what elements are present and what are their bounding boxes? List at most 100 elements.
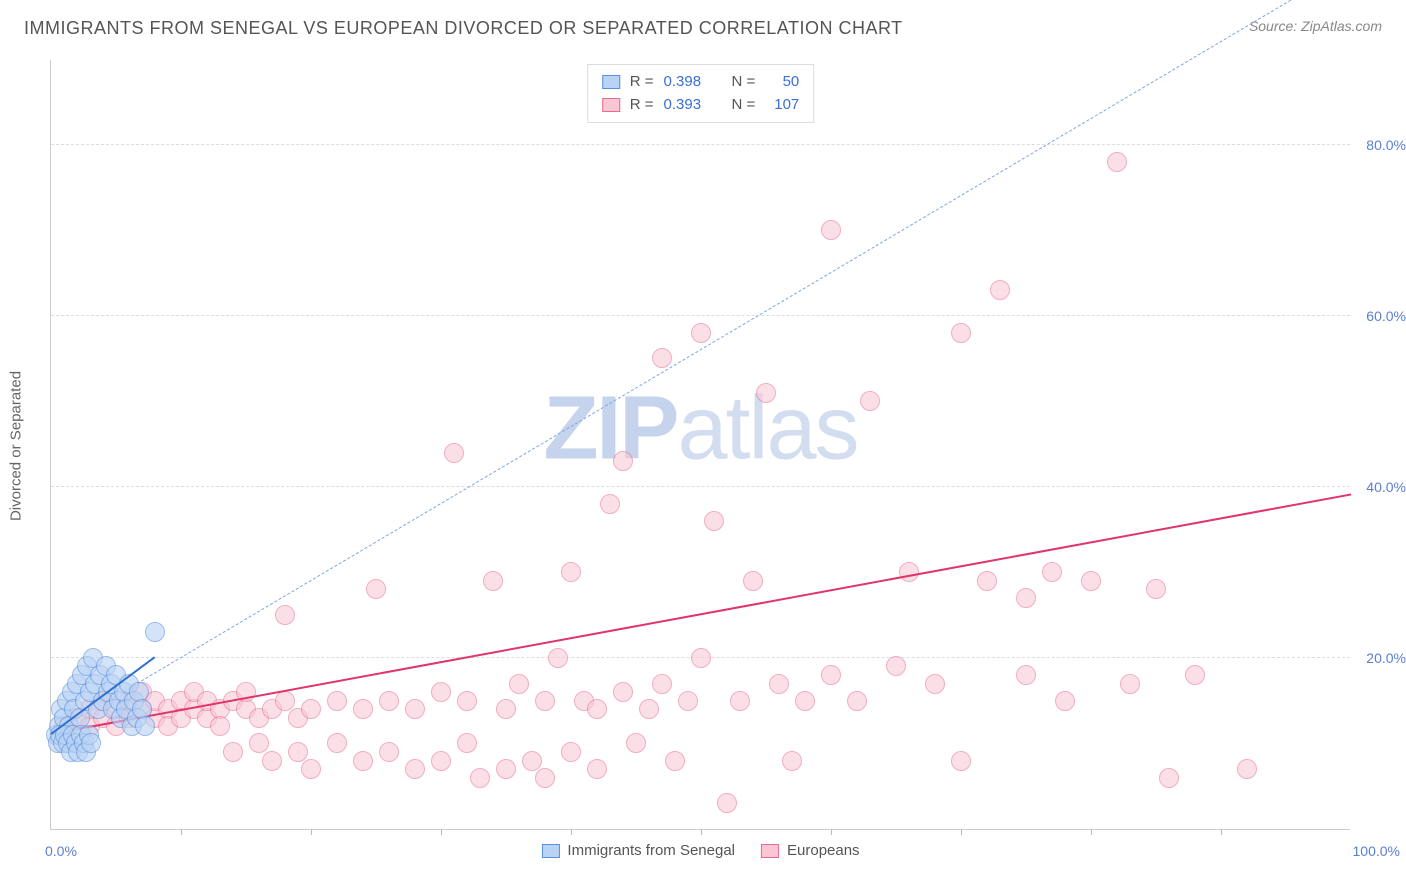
data-point xyxy=(1016,588,1036,608)
legend-item-europeans: Europeans xyxy=(761,842,860,859)
y-tick-label: 60.0% xyxy=(1356,308,1406,324)
data-point xyxy=(535,691,555,711)
data-point xyxy=(379,742,399,762)
data-point xyxy=(665,751,685,771)
data-point xyxy=(262,751,282,771)
data-point xyxy=(587,699,607,719)
y-tick-label: 40.0% xyxy=(1356,479,1406,495)
data-point xyxy=(678,691,698,711)
watermark-pre: ZIP xyxy=(543,379,677,479)
data-point xyxy=(457,733,477,753)
data-point xyxy=(769,674,789,694)
data-point xyxy=(444,443,464,463)
x-tick xyxy=(1221,829,1222,835)
data-point xyxy=(275,605,295,625)
data-point xyxy=(990,280,1010,300)
gridline xyxy=(51,486,1350,487)
swatch-icon xyxy=(602,75,620,89)
chart-title: IMMIGRANTS FROM SENEGAL VS EUROPEAN DIVO… xyxy=(24,18,903,39)
gridline xyxy=(51,144,1350,145)
data-point xyxy=(483,571,503,591)
data-point xyxy=(613,682,633,702)
data-point xyxy=(522,751,542,771)
data-point xyxy=(652,674,672,694)
data-point xyxy=(977,571,997,591)
data-point xyxy=(145,622,165,642)
y-tick-label: 80.0% xyxy=(1356,137,1406,153)
x-tick xyxy=(441,829,442,835)
data-point xyxy=(600,494,620,514)
data-point xyxy=(81,733,101,753)
x-axis-min: 0.0% xyxy=(45,843,77,859)
data-point xyxy=(1016,665,1036,685)
data-point xyxy=(1107,152,1127,172)
data-point xyxy=(717,793,737,813)
x-tick xyxy=(571,829,572,835)
data-point xyxy=(691,323,711,343)
data-point xyxy=(1146,579,1166,599)
data-point xyxy=(860,391,880,411)
data-point xyxy=(561,742,581,762)
data-point xyxy=(431,751,451,771)
data-point xyxy=(691,648,711,668)
data-point xyxy=(353,699,373,719)
r-value: 0.393 xyxy=(664,94,712,117)
data-point xyxy=(1120,674,1140,694)
data-point xyxy=(730,691,750,711)
n-value: 50 xyxy=(765,71,799,94)
data-point xyxy=(301,699,321,719)
data-point xyxy=(1081,571,1101,591)
data-point xyxy=(405,759,425,779)
x-axis-max: 100.0% xyxy=(1353,843,1400,859)
data-point xyxy=(366,579,386,599)
data-point xyxy=(275,691,295,711)
trend-line xyxy=(51,493,1351,735)
data-point xyxy=(925,674,945,694)
data-point xyxy=(301,759,321,779)
data-point xyxy=(223,742,243,762)
legend-row-senegal: R = 0.398 N = 50 xyxy=(602,71,800,94)
data-point xyxy=(327,733,347,753)
legend-label: Immigrants from Senegal xyxy=(567,842,735,859)
data-point xyxy=(587,759,607,779)
data-point xyxy=(782,751,802,771)
data-point xyxy=(1042,562,1062,582)
scatter-chart: ZIPatlas R = 0.398 N = 50 R = 0.393 N = … xyxy=(50,60,1350,830)
x-tick xyxy=(181,829,182,835)
x-tick xyxy=(311,829,312,835)
data-point xyxy=(496,759,516,779)
data-point xyxy=(1237,759,1257,779)
data-point xyxy=(535,768,555,788)
data-point xyxy=(821,220,841,240)
x-tick xyxy=(961,829,962,835)
data-point xyxy=(821,665,841,685)
data-point xyxy=(496,699,516,719)
data-point xyxy=(135,716,155,736)
n-label: N = xyxy=(732,71,756,94)
data-point xyxy=(743,571,763,591)
r-label: R = xyxy=(630,94,654,117)
data-point xyxy=(470,768,490,788)
data-point xyxy=(1159,768,1179,788)
swatch-icon xyxy=(761,844,779,858)
y-axis-label: Divorced or Separated xyxy=(8,371,25,521)
data-point xyxy=(379,691,399,711)
swatch-icon xyxy=(541,844,559,858)
x-tick xyxy=(1091,829,1092,835)
data-point xyxy=(1185,665,1205,685)
data-point xyxy=(405,699,425,719)
data-point xyxy=(613,451,633,471)
y-tick-label: 20.0% xyxy=(1356,650,1406,666)
x-tick xyxy=(701,829,702,835)
data-point xyxy=(626,733,646,753)
legend-label: Europeans xyxy=(787,842,860,859)
legend-row-europeans: R = 0.393 N = 107 xyxy=(602,94,800,117)
data-point xyxy=(249,733,269,753)
legend-item-senegal: Immigrants from Senegal xyxy=(541,842,735,859)
gridline xyxy=(51,315,1350,316)
series-legend: Immigrants from Senegal Europeans xyxy=(541,842,859,859)
data-point xyxy=(704,511,724,531)
data-point xyxy=(756,383,776,403)
data-point xyxy=(210,716,230,736)
data-point xyxy=(847,691,867,711)
